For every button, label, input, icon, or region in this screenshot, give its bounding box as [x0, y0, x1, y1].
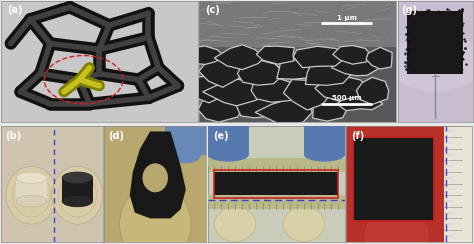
Polygon shape — [198, 98, 242, 122]
Text: (f): (f) — [352, 132, 365, 142]
Text: (e): (e) — [213, 132, 229, 142]
Polygon shape — [293, 46, 346, 68]
Polygon shape — [333, 46, 370, 64]
Bar — [214, 172, 338, 195]
Ellipse shape — [143, 163, 168, 192]
Circle shape — [283, 207, 324, 242]
Polygon shape — [366, 47, 392, 69]
Text: (b): (b) — [5, 132, 21, 142]
Polygon shape — [305, 57, 353, 85]
Bar — [199, 47, 396, 122]
Polygon shape — [277, 59, 311, 79]
Polygon shape — [315, 75, 369, 101]
Ellipse shape — [62, 172, 93, 183]
Bar — [208, 158, 345, 172]
Polygon shape — [337, 94, 383, 111]
Polygon shape — [356, 77, 389, 104]
Bar — [304, 126, 345, 155]
Text: 500 μm: 500 μm — [332, 95, 361, 102]
Polygon shape — [191, 46, 224, 64]
Circle shape — [389, 31, 474, 92]
Bar — [445, 126, 472, 242]
Ellipse shape — [208, 148, 249, 162]
Polygon shape — [191, 76, 228, 103]
Polygon shape — [283, 80, 332, 110]
Ellipse shape — [16, 172, 47, 183]
Bar — [214, 170, 338, 198]
Polygon shape — [237, 60, 285, 85]
Polygon shape — [256, 46, 294, 64]
Polygon shape — [255, 99, 312, 124]
Text: (a): (a) — [7, 5, 22, 15]
Polygon shape — [214, 45, 264, 70]
Bar — [208, 126, 249, 155]
Text: (d): (d) — [109, 132, 124, 142]
Bar — [208, 195, 345, 209]
Circle shape — [365, 207, 428, 244]
Ellipse shape — [304, 148, 345, 162]
Polygon shape — [203, 79, 263, 106]
Bar — [408, 11, 463, 74]
Polygon shape — [199, 59, 246, 87]
Text: (c): (c) — [205, 5, 220, 15]
Ellipse shape — [16, 195, 47, 207]
Circle shape — [214, 207, 255, 242]
Circle shape — [119, 183, 191, 244]
Bar — [353, 137, 434, 221]
Bar — [16, 178, 47, 201]
Polygon shape — [237, 95, 277, 118]
Text: 1 μm: 1 μm — [337, 15, 356, 20]
Text: (g): (g) — [401, 5, 417, 15]
Polygon shape — [130, 132, 186, 218]
Bar — [165, 120, 206, 155]
Ellipse shape — [171, 146, 201, 163]
Polygon shape — [331, 54, 380, 76]
Polygon shape — [251, 76, 299, 102]
Bar — [62, 178, 93, 201]
Circle shape — [6, 166, 57, 224]
Ellipse shape — [62, 195, 93, 207]
Bar — [353, 137, 434, 221]
Polygon shape — [312, 97, 347, 121]
Bar — [199, 1, 396, 52]
Circle shape — [52, 166, 103, 224]
